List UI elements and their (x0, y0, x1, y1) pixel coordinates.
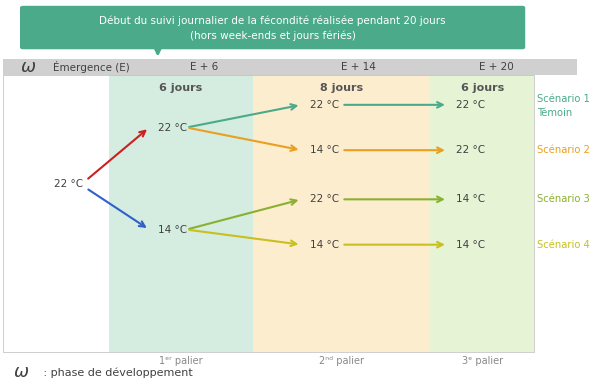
Text: Émergence (E): Émergence (E) (53, 61, 130, 73)
Text: Scénario 4: Scénario 4 (537, 240, 589, 250)
Text: 14 °C: 14 °C (457, 194, 485, 204)
Text: 22 °C: 22 °C (457, 100, 485, 110)
Text: E + 6: E + 6 (190, 62, 218, 72)
Text: (hors week-ends et jours fériés): (hors week-ends et jours fériés) (190, 31, 356, 41)
Text: 8 jours: 8 jours (320, 83, 363, 93)
Bar (3, 74, 534, 352)
Text: 22 °C: 22 °C (158, 122, 187, 132)
Text: E + 20: E + 20 (479, 62, 514, 72)
Text: 2ⁿᵈ palier: 2ⁿᵈ palier (319, 356, 364, 366)
Text: ω: ω (21, 58, 36, 76)
Text: 14 °C: 14 °C (310, 145, 339, 155)
Text: Scénario 2: Scénario 2 (537, 145, 590, 155)
Text: : phase de développement: : phase de développement (40, 367, 193, 378)
Text: Scénario 3: Scénario 3 (537, 194, 589, 204)
Text: 6 jours: 6 jours (159, 83, 202, 93)
Text: 14 °C: 14 °C (310, 240, 339, 250)
Text: 22 °C: 22 °C (310, 194, 339, 204)
Text: 1ᵉʳ palier: 1ᵉʳ palier (159, 356, 203, 366)
Text: Début du suivi journalier de la fécondité réalisée pendant 20 jours: Début du suivi journalier de la fécondit… (100, 16, 446, 26)
Bar (109, 74, 253, 352)
Bar (430, 74, 534, 352)
Text: 22 °C: 22 °C (457, 145, 485, 155)
Text: 3ᵉ palier: 3ᵉ palier (461, 356, 503, 366)
Text: 22 °C: 22 °C (310, 100, 339, 110)
Text: E + 14: E + 14 (341, 62, 376, 72)
Text: Scénario 1: Scénario 1 (537, 94, 590, 104)
Text: ω: ω (14, 364, 29, 381)
Text: 14 °C: 14 °C (457, 240, 485, 250)
Text: 6 jours: 6 jours (461, 83, 504, 93)
Bar (3, 59, 577, 74)
Text: 22 °C: 22 °C (55, 179, 83, 189)
Text: 14 °C: 14 °C (158, 225, 187, 235)
Bar (253, 74, 430, 352)
Text: Témoin: Témoin (537, 108, 572, 118)
FancyBboxPatch shape (20, 6, 525, 49)
